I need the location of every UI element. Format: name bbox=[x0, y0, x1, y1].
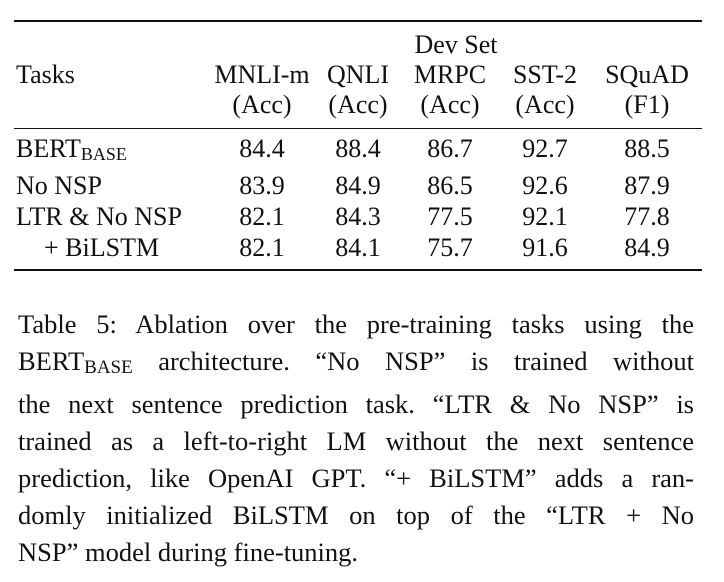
metric-squad: (F1) bbox=[624, 90, 670, 119]
table-cell: 92.6 bbox=[522, 171, 568, 200]
table-cell: 92.7 bbox=[522, 134, 568, 163]
caption-line: Table 5: Ablation over the pre-training … bbox=[18, 309, 694, 339]
metric-spacer bbox=[14, 90, 210, 120]
table-cell: 88.4 bbox=[335, 134, 381, 163]
table-cell: 86.7 bbox=[427, 134, 473, 163]
metric-mnli: (Acc) bbox=[232, 90, 292, 119]
caption-line: prediction, like OpenAI GPT. “+ BiLSTM” … bbox=[18, 463, 694, 493]
table-cell: 75.7 bbox=[427, 233, 473, 262]
column-header-squad: SQuAD bbox=[605, 60, 689, 89]
table-cell: 91.6 bbox=[522, 233, 568, 262]
tasks-header: Tasks bbox=[16, 60, 75, 89]
table-cell: 77.5 bbox=[427, 202, 473, 231]
row-label-bert-base: BERTBASE bbox=[16, 134, 127, 164]
caption-line: domly initialized BiLSTM on top of the “… bbox=[18, 500, 694, 530]
table-cell: 87.9 bbox=[624, 171, 670, 200]
table-cell: 84.9 bbox=[335, 171, 381, 200]
table-cell: 82.1 bbox=[239, 202, 285, 231]
table-cell: 84.3 bbox=[335, 202, 381, 231]
table-cell: 92.1 bbox=[522, 202, 568, 231]
table-cell: 83.9 bbox=[239, 171, 285, 200]
row-label-ltr-no-nsp: LTR & No NSP bbox=[16, 202, 182, 231]
dev-set-header: Dev Set bbox=[414, 30, 498, 59]
caption-line: trained as a left-to-right LM without th… bbox=[18, 426, 694, 456]
table-bottom-rule bbox=[14, 269, 702, 271]
results-table: Dev Set Tasks MNLI-m QNLI MRPC SST-2 SQu… bbox=[14, 20, 702, 271]
metric-qnli: (Acc) bbox=[328, 90, 388, 119]
column-header-mnli: MNLI-m bbox=[214, 60, 310, 89]
table-cell: 77.8 bbox=[624, 202, 670, 231]
table-cell: 84.4 bbox=[239, 134, 285, 163]
table-header-rule bbox=[14, 128, 702, 129]
caption-line: NSP” model during fine-tuning. bbox=[18, 537, 359, 567]
caption-line: BERTBASE architecture. “No NSP” is train… bbox=[18, 346, 694, 378]
column-header-sst2: SST-2 bbox=[512, 60, 578, 89]
table-top-rule bbox=[14, 20, 702, 22]
column-header-qnli: QNLI bbox=[326, 60, 390, 89]
header-spacer bbox=[14, 22, 210, 60]
table-cell: 84.9 bbox=[624, 233, 670, 262]
table-caption: Table 5: Ablation over the pre-training … bbox=[18, 306, 694, 571]
row-label-no-nsp: No NSP bbox=[16, 171, 102, 200]
metric-mrpc: (Acc) bbox=[420, 90, 480, 119]
column-header-mrpc: MRPC bbox=[413, 60, 487, 89]
table-cell: 84.1 bbox=[335, 233, 381, 262]
table-body: BERTBASE 84.4 88.4 86.7 92.7 88.5 No NSP… bbox=[14, 129, 702, 263]
table-cell: 86.5 bbox=[427, 171, 473, 200]
metric-sst2: (Acc) bbox=[515, 90, 575, 119]
table-cell: 82.1 bbox=[239, 233, 285, 262]
table-cell: 88.5 bbox=[624, 134, 670, 163]
caption-line: the next sentence prediction task. “LTR … bbox=[18, 389, 694, 419]
row-label-bilstm: + BiLSTM bbox=[44, 233, 160, 262]
table-header: Dev Set Tasks MNLI-m QNLI MRPC SST-2 SQu… bbox=[14, 22, 702, 120]
